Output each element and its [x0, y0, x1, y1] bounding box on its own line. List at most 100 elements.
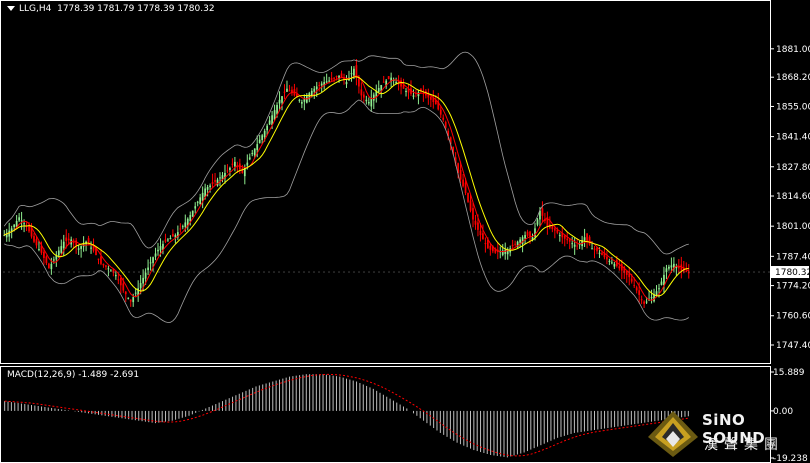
candle-body: [630, 278, 633, 282]
ohlc-label: 1778.39 1781.79 1778.39 1780.32: [57, 4, 215, 14]
candle-body: [90, 247, 92, 249]
macd-tick-label: 0.00: [773, 407, 793, 417]
candle-body: [524, 235, 526, 239]
candle-body: [196, 201, 199, 203]
candle-body: [544, 219, 546, 222]
candle-body: [124, 291, 127, 295]
candle-body: [35, 239, 38, 246]
candle-body: [261, 135, 264, 141]
candle-body: [72, 242, 75, 244]
candle-body: [3, 235, 6, 237]
price-tick-label: 1801.00: [776, 222, 810, 232]
price-tick-label: 1841.40: [776, 133, 810, 143]
candle-body: [516, 241, 519, 248]
candle-body: [231, 163, 234, 165]
collapse-triangle-icon[interactable]: [7, 6, 15, 11]
candle-body: [377, 87, 380, 92]
candle-body: [353, 68, 355, 76]
candle-body: [673, 263, 675, 269]
candle-body: [246, 162, 249, 166]
candle-body: [539, 210, 541, 220]
candle-body: [8, 230, 11, 237]
candle-body: [127, 297, 130, 299]
candle-body: [606, 256, 608, 260]
candle-body: [407, 88, 410, 93]
candle-body: [675, 266, 678, 269]
candle-body: [489, 245, 492, 250]
candle-body: [467, 193, 469, 202]
candle-body: [100, 256, 102, 264]
candle-body: [571, 243, 574, 245]
candle-body: [114, 274, 117, 277]
candle-body: [613, 263, 616, 267]
candle-body: [611, 262, 613, 264]
candle-body: [211, 182, 214, 185]
candle-body: [253, 148, 256, 156]
candle-body: [174, 235, 177, 238]
candle-body: [164, 239, 167, 242]
candle-body: [487, 239, 489, 249]
candle-body: [598, 252, 601, 254]
candle-body: [219, 177, 221, 179]
candle-body: [296, 93, 298, 98]
candle-body: [583, 237, 586, 241]
candle-body: [625, 271, 628, 275]
candle-body: [40, 245, 43, 253]
candle-body: [323, 82, 326, 86]
price-tick-label: 1814.60: [776, 192, 810, 202]
candle-body: [191, 210, 194, 217]
candle-body: [206, 187, 209, 190]
candle-body: [449, 137, 452, 145]
candle-body: [52, 259, 55, 261]
candle-body: [129, 299, 132, 302]
current-price-box: [771, 266, 809, 279]
candle-body: [144, 272, 147, 279]
macd-histogram: [4, 373, 689, 458]
candle-body: [320, 83, 323, 86]
bollinger-upper-line: [3, 51, 689, 255]
candle-body: [385, 80, 388, 87]
candle-body: [596, 247, 598, 252]
candle-body: [199, 197, 202, 205]
candle-body: [268, 120, 271, 125]
candle-body: [350, 73, 353, 75]
candle-body: [45, 256, 48, 264]
candle-body: [628, 273, 631, 278]
candle-body: [139, 283, 142, 289]
candle-body: [685, 271, 688, 273]
candle-body: [110, 270, 112, 272]
candle-body: [77, 248, 80, 250]
candle-body: [658, 288, 660, 290]
candle-body: [122, 283, 125, 291]
candle-body: [608, 260, 611, 262]
candle-body: [338, 75, 340, 79]
candle-body: [501, 250, 504, 255]
candle-body: [586, 233, 588, 241]
candle-body: [102, 263, 105, 266]
candle-body: [343, 77, 345, 80]
candle-body: [30, 227, 33, 237]
candle-body: [57, 250, 60, 256]
candle-body: [286, 88, 288, 92]
candle-body: [534, 228, 536, 237]
candle-body: [186, 218, 189, 227]
candle-body: [362, 94, 365, 98]
candle-body: [593, 248, 596, 250]
candle-body: [194, 206, 197, 209]
candle-body: [142, 277, 144, 284]
candle-body: [97, 258, 100, 260]
candle-body: [390, 77, 393, 82]
candle-body: [176, 232, 179, 238]
candle-body: [665, 268, 668, 273]
candle-body: [420, 88, 422, 91]
candle-body: [402, 85, 405, 89]
candle-body: [38, 249, 40, 251]
candle-body: [576, 245, 579, 247]
candle-body: [204, 188, 206, 198]
candle-body: [469, 200, 472, 211]
candle-body: [677, 266, 680, 269]
macd-axis: 15.889 0.00 -19.238: [770, 368, 808, 463]
candle-body: [365, 99, 368, 102]
